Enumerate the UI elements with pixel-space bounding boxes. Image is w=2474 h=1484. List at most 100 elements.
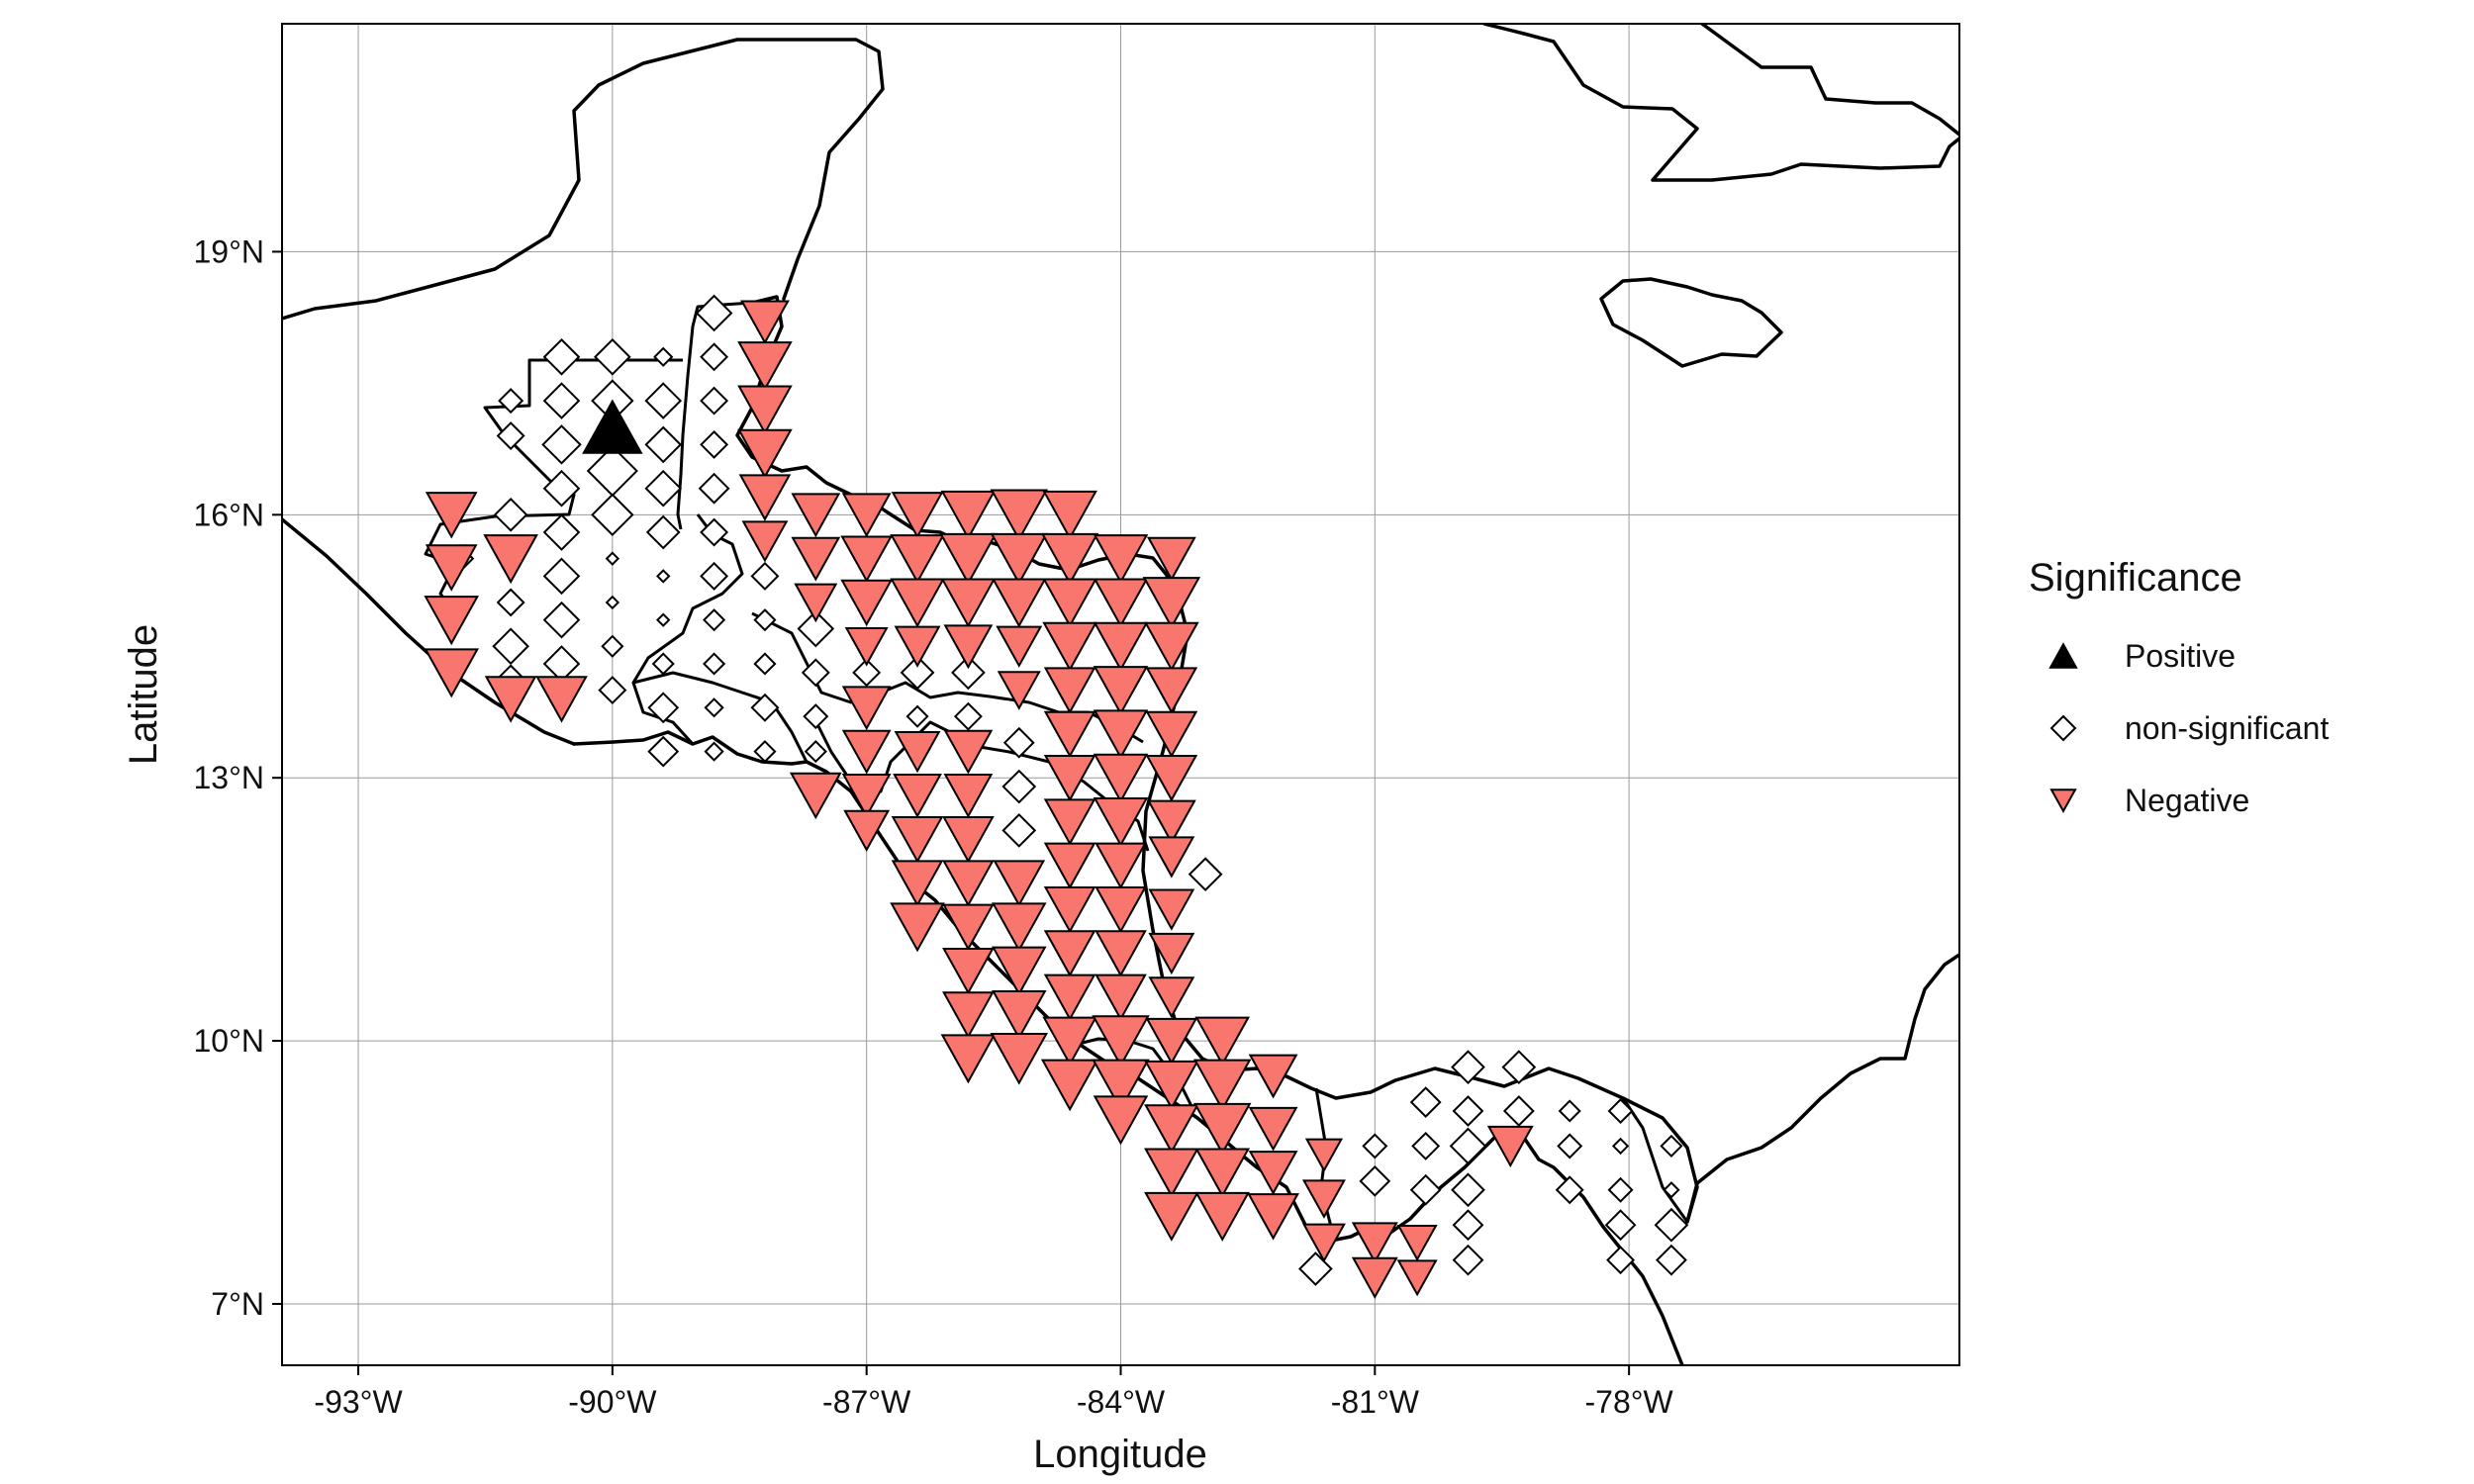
point-negative	[1194, 1191, 1251, 1242]
point-nonsignificant	[703, 608, 726, 632]
point-nonsignificant	[852, 658, 882, 688]
point-nonsignificant	[704, 697, 724, 718]
point-negative	[1194, 1016, 1251, 1067]
point-negative	[1145, 1017, 1198, 1066]
point-negative	[1351, 1256, 1398, 1300]
point-nonsignificant	[700, 342, 729, 372]
point-nonsignificant	[753, 740, 777, 764]
cuba-coast	[1482, 24, 1959, 182]
point-nonsignificant	[1452, 1244, 1484, 1276]
point-nonsignificant	[653, 346, 674, 367]
point-nonsignificant	[1298, 1252, 1333, 1286]
point-nonsignificant	[1452, 1209, 1484, 1242]
point-negative	[943, 729, 994, 775]
point-nonsignificant	[1001, 813, 1037, 848]
point-negative	[997, 671, 1041, 710]
point-negative	[894, 731, 941, 774]
point-negative	[1043, 710, 1096, 759]
point-nonsignificant	[647, 735, 680, 768]
y-tick-label: 19°N	[194, 233, 265, 269]
point-negative	[1304, 1138, 1344, 1173]
point-nonsignificant	[601, 634, 624, 658]
data-points	[424, 294, 1689, 1300]
point-nonsignificant	[493, 497, 528, 532]
point-negative	[939, 532, 998, 586]
point-nonsignificant	[656, 612, 671, 627]
legend-label-positive: Positive	[2125, 638, 2236, 674]
point-nonsignificant	[542, 337, 581, 376]
point-nonsignificant	[700, 386, 729, 416]
point-negative	[1043, 974, 1096, 1022]
point-negative	[1094, 842, 1147, 890]
point-negative	[1043, 755, 1096, 802]
point-positive	[582, 399, 643, 454]
point-negative	[1043, 798, 1096, 846]
point-nonsignificant	[598, 676, 627, 705]
legend-title: Significance	[2029, 556, 2242, 600]
point-negative	[737, 428, 793, 479]
point-negative	[1192, 1102, 1252, 1156]
point-negative	[424, 648, 480, 698]
point-negative	[940, 490, 997, 540]
point-negative	[1093, 534, 1149, 585]
point-negative	[1040, 1059, 1099, 1112]
jamaica	[1599, 277, 1783, 368]
point-nonsignificant	[1558, 1099, 1581, 1123]
point-nonsignificant	[605, 551, 620, 566]
point-nonsignificant	[644, 382, 683, 419]
point-negative	[894, 625, 941, 668]
x-axis-title: Longitude	[1033, 1433, 1207, 1476]
point-nonsignificant	[1411, 1131, 1441, 1160]
point-negative	[841, 729, 892, 775]
point-nonsignificant	[1501, 1050, 1537, 1085]
central-america-caribbean-coast	[735, 295, 1699, 1224]
point-negative	[940, 1034, 997, 1084]
point-negative	[943, 624, 994, 670]
y-tick-label: 16°N	[194, 497, 265, 532]
legend-key-nonsignificant	[2049, 714, 2077, 742]
mexico-gulf-coast	[282, 38, 885, 321]
point-negative	[1148, 836, 1195, 879]
point-nonsignificant	[1611, 1137, 1630, 1156]
point-negative	[1042, 578, 1097, 628]
point-nonsignificant	[1557, 1133, 1583, 1159]
point-nonsignificant	[541, 424, 582, 465]
point-negative	[737, 341, 793, 392]
point-negative	[990, 532, 1049, 586]
point-nonsignificant	[496, 421, 525, 451]
point-negative	[940, 578, 997, 628]
point-negative	[942, 903, 995, 952]
point-nonsignificant	[797, 609, 835, 648]
point-negative	[1144, 1060, 1199, 1110]
point-negative	[1093, 578, 1149, 628]
point-nonsignificant	[645, 514, 681, 550]
point-nonsignificant	[542, 513, 581, 551]
point-nonsignificant	[1654, 1207, 1689, 1243]
point-negative	[1043, 667, 1096, 714]
point-nonsignificant	[900, 655, 935, 691]
point-nonsignificant	[695, 294, 733, 332]
point-nonsignificant	[644, 469, 683, 508]
point-negative	[841, 686, 892, 731]
point-nonsignificant	[1604, 1209, 1637, 1242]
point-negative	[791, 536, 841, 582]
point-nonsignificant	[803, 703, 829, 730]
point-nonsignificant	[644, 425, 683, 464]
point-negative	[991, 946, 1047, 996]
point-negative	[741, 520, 789, 563]
point-negative	[891, 860, 944, 907]
point-nonsignificant	[605, 595, 620, 610]
point-nonsignificant	[804, 740, 827, 764]
point-negative	[1148, 932, 1195, 975]
point-negative	[840, 535, 894, 583]
point-negative	[843, 809, 891, 853]
point-negative	[1145, 755, 1198, 802]
point-negative	[1042, 490, 1097, 540]
y-axis: 7°N 10°N 13°N 16°N 19°N	[194, 233, 282, 1322]
point-negative	[1194, 1148, 1251, 1198]
point-negative	[738, 474, 792, 521]
point-nonsignificant	[1362, 1133, 1388, 1159]
point-nonsignificant	[1607, 1097, 1634, 1124]
point-negative	[990, 489, 1049, 542]
